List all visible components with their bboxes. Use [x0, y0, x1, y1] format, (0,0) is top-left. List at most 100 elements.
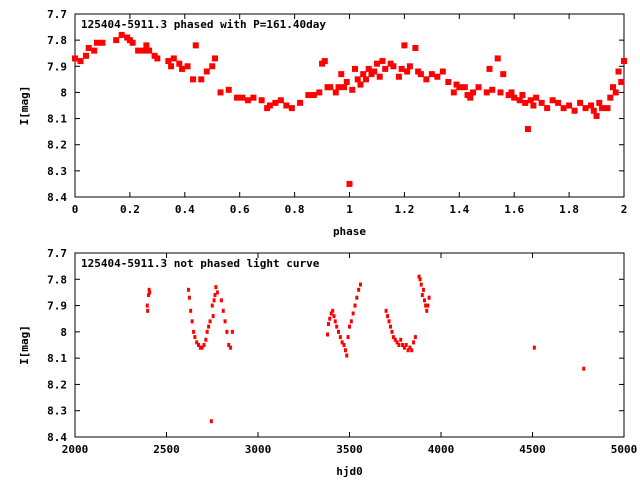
data-point	[340, 340, 344, 345]
data-point	[147, 293, 151, 298]
data-point	[500, 71, 507, 78]
data-point	[604, 105, 611, 112]
y-tick-label: 8.1	[47, 113, 67, 126]
data-point	[612, 89, 619, 96]
data-point	[486, 65, 493, 72]
data-point	[337, 329, 341, 334]
data-point	[590, 107, 597, 114]
data-point	[408, 345, 412, 350]
data-point	[439, 68, 446, 75]
data-point	[519, 92, 526, 99]
data-point	[610, 84, 617, 91]
y-tick-label: 8.2	[47, 378, 67, 391]
data-point	[621, 58, 627, 65]
data-point	[386, 314, 390, 319]
data-point	[420, 293, 424, 298]
y-tick-label: 7.7	[47, 247, 67, 260]
data-point	[335, 84, 342, 91]
x-tick-label: 1	[346, 203, 353, 216]
data-point	[140, 47, 147, 54]
data-point	[348, 324, 351, 329]
data-point	[511, 94, 518, 101]
x-tick-label: 5000	[611, 443, 638, 456]
chart-title: 125404-5911.3 phased with P=161.40day	[81, 18, 326, 31]
data-point	[387, 319, 391, 324]
data-point	[99, 39, 106, 46]
data-point	[190, 76, 197, 83]
data-point	[399, 337, 403, 342]
data-point	[418, 277, 422, 282]
data-point	[395, 340, 399, 345]
data-point	[404, 343, 408, 347]
data-point	[390, 329, 394, 334]
data-point	[143, 42, 150, 49]
y-tick-label: 8.1	[47, 352, 67, 365]
data-point	[316, 89, 323, 96]
data-point	[401, 42, 408, 49]
x-tick-label: 0.6	[230, 203, 250, 216]
data-point	[388, 324, 392, 329]
data-point	[382, 65, 389, 72]
data-point	[412, 340, 416, 345]
x-tick-label: 1.8	[559, 203, 579, 216]
data-point	[326, 321, 330, 326]
data-point	[214, 285, 218, 290]
x-axis-label: phase	[333, 225, 366, 238]
data-point	[346, 180, 353, 187]
data-point	[426, 303, 430, 308]
data-point	[329, 311, 333, 316]
data-point	[532, 345, 536, 350]
data-point	[198, 345, 202, 350]
data-point	[187, 295, 191, 300]
data-point	[230, 329, 234, 334]
y-tick-label: 7.9	[47, 60, 67, 73]
y-tick-label: 8.4	[47, 191, 67, 204]
data-point	[343, 348, 347, 353]
data-point	[213, 293, 217, 298]
y-axis-label: I[mag]	[18, 325, 31, 365]
data-point	[607, 94, 614, 101]
unphased-light-curve-panel: 2000 2500 3000 3500 4000 4500 5000 7.7 7.8 7.9 8 8.…	[18, 247, 637, 478]
x-tick-label: 3500	[336, 443, 363, 456]
data-point	[390, 63, 397, 70]
data-point	[146, 308, 150, 313]
data-point	[373, 60, 380, 67]
phased-light-curve-panel: 0 0.2 0.4 0.6 0.8 1 1.2 1.4 1.6 1.8 2 7.7 7.8 7.9 8 8.1…	[18, 8, 627, 238]
plot-frame	[74, 252, 625, 438]
data-point	[596, 99, 603, 106]
data-point	[494, 55, 501, 62]
y-tick-label: 7.9	[47, 300, 67, 313]
data-point	[456, 84, 463, 91]
x-tick-label: 4000	[428, 443, 455, 456]
data-point	[555, 99, 562, 106]
data-point	[82, 52, 89, 59]
data-point	[225, 329, 229, 334]
data-point	[217, 89, 224, 96]
data-point	[342, 343, 346, 347]
data-point	[467, 94, 474, 101]
y-tick-label: 8.4	[47, 431, 67, 444]
data-point	[328, 316, 332, 321]
data-point	[527, 97, 534, 104]
y-tick-label: 7.8	[47, 273, 67, 286]
data-point	[358, 282, 362, 287]
data-point	[398, 65, 405, 72]
data-point	[357, 81, 364, 88]
data-point	[195, 340, 199, 345]
data-point	[421, 287, 425, 292]
data-point	[349, 319, 353, 324]
data-point	[560, 105, 567, 112]
data-point	[401, 343, 405, 347]
data-point	[360, 71, 367, 78]
data-point	[129, 39, 136, 46]
data-point	[283, 102, 290, 109]
data-point	[445, 78, 452, 85]
data-point	[593, 112, 600, 119]
data-point	[186, 287, 190, 292]
data-point	[332, 89, 339, 96]
data-point	[215, 290, 219, 295]
data-point	[402, 345, 406, 350]
data-point	[475, 84, 482, 91]
data-point	[427, 295, 431, 300]
data-point	[425, 308, 429, 313]
